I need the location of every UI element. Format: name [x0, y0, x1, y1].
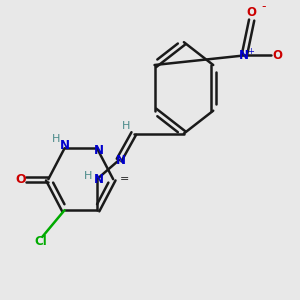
Text: N: N: [93, 173, 103, 186]
Text: N: N: [116, 154, 125, 166]
Text: Cl: Cl: [34, 236, 47, 248]
Text: N: N: [239, 49, 249, 62]
Text: N: N: [93, 144, 103, 157]
Text: +: +: [247, 46, 254, 56]
Text: H: H: [52, 134, 60, 144]
Text: O: O: [247, 6, 257, 19]
Text: N: N: [60, 140, 70, 152]
Text: O: O: [272, 49, 282, 62]
Text: =: =: [120, 174, 130, 184]
Text: H: H: [84, 171, 92, 181]
Text: -: -: [261, 0, 266, 13]
Text: H: H: [122, 121, 130, 131]
Text: O: O: [15, 173, 26, 186]
